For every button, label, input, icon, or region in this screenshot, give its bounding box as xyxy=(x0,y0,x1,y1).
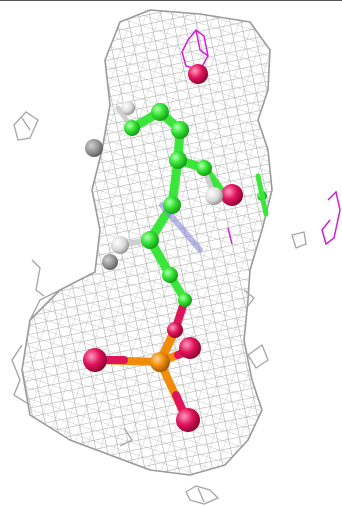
phosphorus-atom xyxy=(150,352,170,372)
hydrogen-atom xyxy=(121,101,135,115)
oxygen-atom xyxy=(179,337,201,359)
carbon-atom xyxy=(151,103,169,121)
oxygen-atom xyxy=(167,322,183,338)
oxygen-atom xyxy=(83,348,107,372)
oxygen-atom xyxy=(188,64,208,84)
carbon-atom xyxy=(169,151,187,169)
carbon-atom xyxy=(196,160,212,176)
mesh-fragment xyxy=(13,111,307,505)
carbon-atom xyxy=(171,121,189,139)
top-border xyxy=(0,0,342,1)
gray-atom xyxy=(85,139,103,157)
carbon-atom xyxy=(162,267,178,283)
carbon-atom xyxy=(178,293,192,307)
carbon-atom xyxy=(124,120,140,136)
hydrogen-atom xyxy=(111,236,129,254)
hydrogen-atom xyxy=(205,187,223,205)
neighbor-residue xyxy=(181,28,341,246)
ligand-atoms xyxy=(83,64,269,432)
oxygen-atom xyxy=(221,184,243,206)
gray-atom xyxy=(102,254,118,270)
carbon-atom xyxy=(163,196,181,214)
carbon-atom xyxy=(141,231,159,249)
oxygen-atom xyxy=(176,408,200,432)
